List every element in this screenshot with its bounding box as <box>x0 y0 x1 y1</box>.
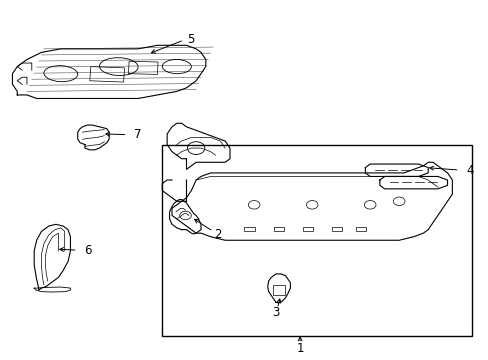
Text: 7: 7 <box>134 128 142 141</box>
Text: 1: 1 <box>296 342 303 355</box>
Bar <box>355 227 366 231</box>
Text: 2: 2 <box>214 229 221 242</box>
Bar <box>244 227 255 231</box>
Bar <box>272 285 284 295</box>
Bar <box>90 67 124 82</box>
Bar <box>302 227 312 231</box>
Bar <box>128 61 158 75</box>
Text: 4: 4 <box>465 163 472 176</box>
Bar <box>162 145 471 336</box>
Text: 5: 5 <box>186 33 194 46</box>
Text: 3: 3 <box>272 306 279 319</box>
Bar <box>273 227 284 231</box>
Bar <box>331 227 342 231</box>
Text: 6: 6 <box>84 244 91 257</box>
